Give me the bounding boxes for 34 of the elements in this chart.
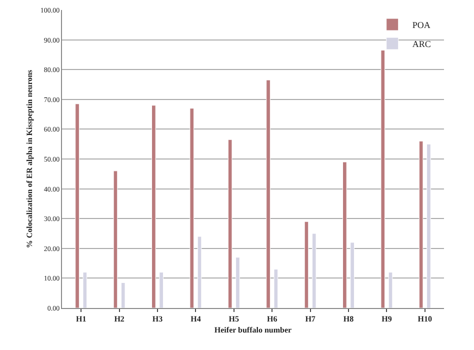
bar — [380, 50, 386, 308]
x-tick-label: H1 — [76, 314, 86, 324]
bar — [120, 282, 126, 308]
legend-label: POA — [412, 20, 431, 30]
x-axis-title: Heifer buffalo number — [214, 326, 292, 335]
bar — [304, 221, 309, 308]
x-tick-label: H6 — [266, 314, 278, 324]
bar — [388, 272, 393, 308]
bar — [159, 272, 164, 308]
bar — [113, 170, 118, 308]
x-tick-label: H3 — [152, 314, 163, 324]
x-tick-label: H4 — [190, 314, 201, 324]
x-tick-label: H8 — [343, 314, 354, 324]
bar — [236, 257, 240, 308]
bar — [82, 272, 88, 308]
x-tick-label: H10 — [418, 314, 432, 324]
x-tick-label: H5 — [228, 314, 240, 324]
bar — [197, 236, 202, 308]
bar — [228, 139, 232, 308]
bar — [190, 108, 194, 308]
x-tick-label: H9 — [382, 314, 392, 324]
bar — [342, 162, 347, 308]
bar — [426, 144, 431, 308]
bar — [312, 233, 316, 308]
bar — [266, 80, 270, 308]
x-tick-label: H7 — [305, 314, 316, 324]
bar — [418, 140, 424, 308]
bar — [274, 269, 278, 308]
x-tick-label: H2 — [114, 314, 124, 324]
bar — [350, 242, 354, 308]
legend-label: ARC — [412, 39, 431, 50]
bar — [152, 105, 156, 308]
bar — [75, 104, 80, 308]
y-axis-title: % Colocalization of ER alpha in Kisspeptin neurons — [25, 70, 34, 248]
